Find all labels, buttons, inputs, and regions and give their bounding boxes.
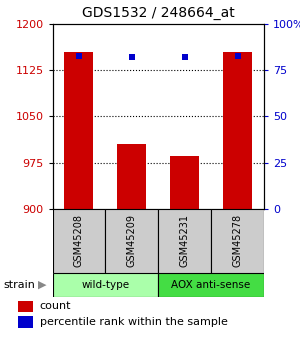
Bar	[158, 273, 264, 297]
Text: GSM45231: GSM45231	[180, 214, 190, 267]
Bar	[105, 209, 158, 273]
Text: GSM45208: GSM45208	[74, 214, 84, 267]
Bar	[170, 156, 199, 209]
Bar	[17, 300, 33, 313]
Text: strain: strain	[3, 280, 35, 289]
Text: GSM45209: GSM45209	[127, 214, 137, 267]
Text: ▶: ▶	[38, 280, 46, 289]
Bar	[117, 144, 146, 209]
Bar	[52, 273, 158, 297]
Bar	[52, 209, 105, 273]
Text: count: count	[40, 302, 71, 312]
Bar	[223, 52, 252, 209]
Text: percentile rank within the sample: percentile rank within the sample	[40, 317, 227, 327]
Text: AOX anti-sense: AOX anti-sense	[172, 280, 251, 289]
Bar	[158, 209, 211, 273]
Text: wild-type: wild-type	[81, 280, 129, 289]
Text: GSM45278: GSM45278	[232, 214, 243, 267]
Bar	[17, 316, 33, 328]
Title: GDS1532 / 248664_at: GDS1532 / 248664_at	[82, 6, 235, 20]
Bar	[211, 209, 264, 273]
Bar	[64, 52, 94, 209]
